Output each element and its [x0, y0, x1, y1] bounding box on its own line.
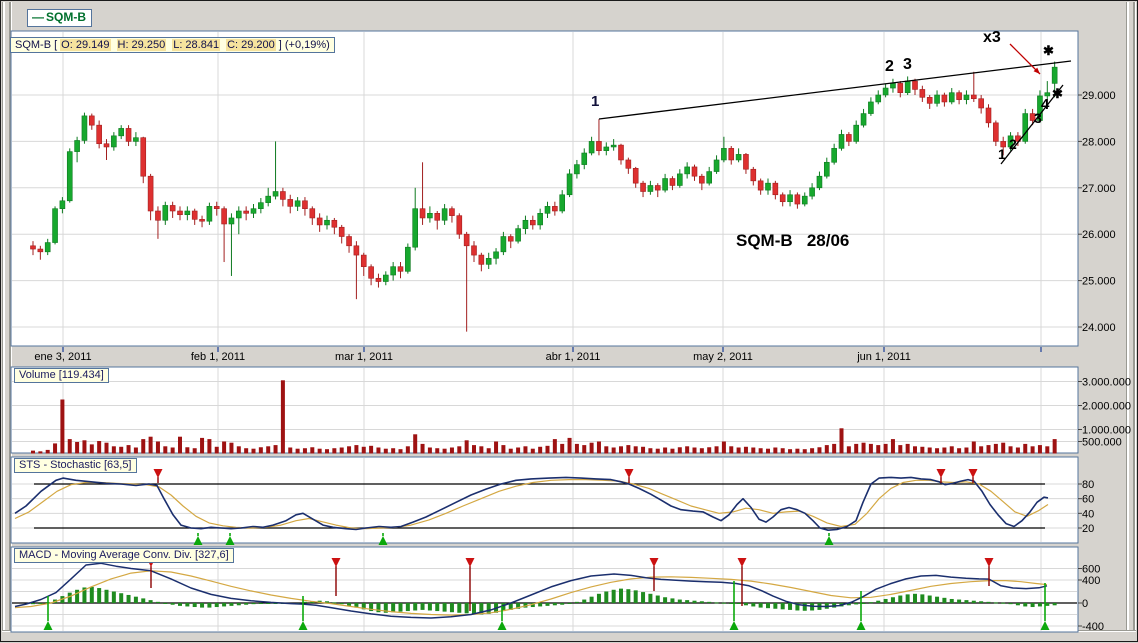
axis-label: 0 — [1082, 598, 1088, 610]
legend-line-swatch: — — [32, 10, 44, 24]
open-value: O: 29.149 — [60, 39, 111, 51]
volume-panel-label: Volume [119.434] — [14, 368, 109, 383]
macd-signal-line — [14, 570, 1048, 616]
axis-label: 25.000 — [1082, 276, 1116, 288]
macd-histogram — [31, 586, 1057, 615]
date-axis: ene 3, 2011 feb 1, 2011 mar 1, 2011 abr 1, … — [34, 347, 1042, 363]
axis-label: 400 — [1082, 575, 1100, 587]
wave-bottom-3-label: 3 — [1034, 110, 1042, 126]
wave-top-3-label: 3 — [903, 56, 912, 73]
stochastic-d-line — [14, 479, 1049, 530]
wave-bottom-4-label: 4 — [1041, 96, 1050, 113]
axis-label: -400 — [1082, 621, 1104, 633]
date-tick-label: may 2, 2011 — [693, 351, 753, 363]
date-tick-label: abr 1, 2011 — [546, 351, 601, 363]
candlesticks — [30, 61, 1058, 332]
wave-point-1-label: 1 — [591, 93, 600, 110]
ohlc-prefix: SQM-B [ — [15, 39, 58, 51]
axis-label: 60 — [1082, 494, 1094, 506]
axis-label: 80 — [1082, 479, 1094, 491]
legend-symbol-label: SQM-B — [46, 10, 86, 24]
wave-top-2-label: 2 — [885, 58, 894, 75]
symbol-date-watermark: SQM-B 28/06 — [736, 231, 850, 250]
high-value: H: 29.250 — [116, 39, 167, 51]
price-plot-area[interactable] — [10, 30, 1079, 347]
date-tick-label: jun 1, 2011 — [856, 351, 911, 363]
date-tick-label: mar 1, 2011 — [335, 351, 393, 363]
right-splitter-handle[interactable] — [1126, 2, 1136, 640]
sts-plot-area[interactable] — [10, 456, 1079, 544]
date-tick-label: feb 1, 2011 — [191, 351, 245, 363]
asterisk-marker-low: ✱ — [1052, 86, 1063, 101]
axis-label: 1.000.000 — [1082, 425, 1131, 437]
axis-label: 29.000 — [1082, 90, 1116, 102]
macd-line — [14, 562, 1048, 619]
axis-label: 3.000.000 — [1082, 377, 1131, 389]
ohlc-readout: SQM-B [O: 29.149 H: 29.250 L: 28.841 C: 29.… — [10, 37, 335, 53]
axis-label: 500.000 — [1082, 437, 1122, 449]
trendlines — [598, 60, 1072, 165]
low-value: L: 28.841 — [172, 39, 221, 51]
wave-bottom-1-label: 1 — [998, 146, 1006, 162]
stochastic-panel-label: STS - Stochastic [63,5] — [14, 458, 137, 473]
date-tick-label: ene 3, 2011 — [34, 351, 91, 363]
axis-label: 2.000.000 — [1082, 401, 1131, 413]
axis-label: 20 — [1082, 523, 1094, 535]
axis-label: 600 — [1082, 564, 1100, 576]
ohlc-suffix: ] (+0,19%) — [278, 39, 330, 51]
stochastic-k-line — [14, 476, 1049, 532]
axis-label: 24.000 — [1082, 322, 1116, 334]
macd-panel-label: MACD - Moving Average Conv. Div. [327,6] — [14, 548, 234, 563]
panel-backgrounds — [10, 30, 1079, 633]
asterisk-marker-high: ✱ — [1043, 43, 1054, 58]
x3-annotation-label: x3 — [983, 29, 1001, 46]
axis-labels: 29.000 28.000 27.000 26.000 25.000 24.000 3.00… — [1078, 90, 1131, 633]
series-legend[interactable]: — SQM-B — [27, 9, 92, 27]
x3-pointer-arrow — [1009, 43, 1041, 75]
close-value: C: 29.200 — [226, 39, 276, 51]
volume-bars — [31, 380, 1057, 454]
axis-label: 28.000 — [1082, 136, 1116, 148]
axis-label: 27.000 — [1082, 183, 1116, 195]
wave-bottom-2-label: 2 — [1009, 136, 1017, 152]
axis-label: 40 — [1082, 508, 1094, 520]
axis-label: 26.000 — [1082, 229, 1116, 241]
vol-plot-area[interactable] — [10, 366, 1079, 454]
